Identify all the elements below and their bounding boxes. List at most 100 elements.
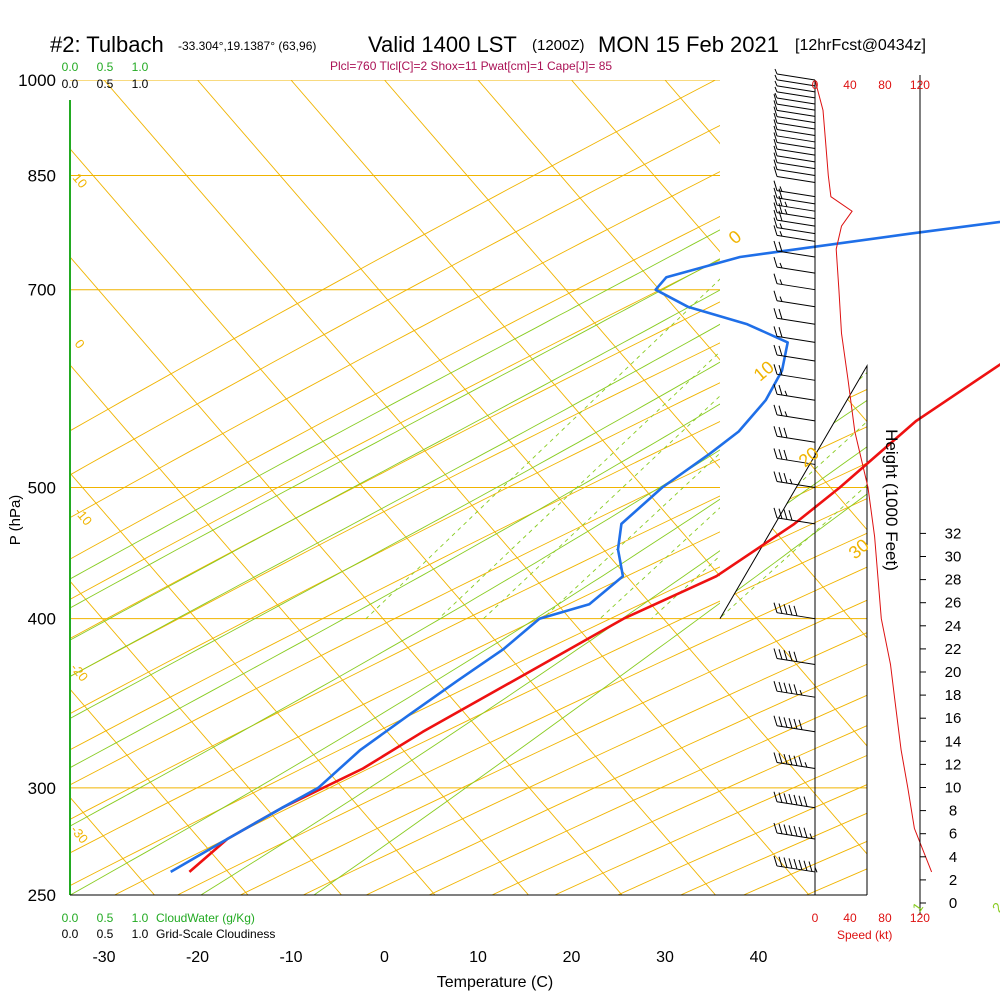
- cloud-water-scale-top: 0.5: [97, 60, 114, 74]
- wind-barb-feather: [773, 364, 778, 375]
- wind-barb-feather: [793, 755, 798, 766]
- mixing-ratio-line: [438, 80, 867, 620]
- wind-barb-staff: [776, 865, 816, 873]
- dry-adiabat-line: [303, 80, 867, 895]
- wind-barb-feather: [773, 187, 778, 199]
- speed-tick-top: 120: [910, 78, 930, 92]
- wind-barb-staff: [776, 317, 816, 325]
- wind-barb-staff: [776, 393, 816, 401]
- wind-barb: [773, 791, 816, 809]
- wind-barb: [773, 145, 816, 163]
- wind-barb-feather: [798, 859, 803, 871]
- moist-adiabat-line: [70, 80, 867, 895]
- wind-barb-half-feather: [774, 92, 778, 99]
- wind-barb-feather: [788, 683, 793, 694]
- height-tick-label: 22: [945, 641, 962, 658]
- wind-barb-half-feather: [779, 223, 783, 229]
- height-tick-label: 26: [945, 595, 962, 612]
- isotherm-line: [571, 80, 867, 895]
- wind-barb-feather: [773, 209, 778, 221]
- speed-tick-top: 80: [878, 78, 892, 92]
- wind-barb-feather: [773, 240, 778, 252]
- wind-barb-feather: [783, 717, 788, 728]
- wind-barb-feather: [788, 754, 793, 766]
- wind-barb-feather: [788, 510, 793, 521]
- wind-barb-staff: [776, 801, 816, 809]
- wind-barb-half-feather: [814, 867, 818, 873]
- height-tick-label: 12: [945, 756, 962, 773]
- wind-barb-staff: [776, 85, 816, 93]
- wind-barb-half-feather: [779, 296, 783, 302]
- wind-barb-staff: [776, 169, 816, 177]
- wind-barb-feather: [778, 603, 783, 614]
- wind-barb: [773, 195, 816, 212]
- wind-barb-feather: [783, 509, 788, 520]
- dry-adiabat-label: 10: [70, 170, 91, 191]
- speed-tick-bottom: 80: [878, 911, 892, 925]
- wind-barb-staff: [776, 219, 816, 227]
- wind-barb-staff: [776, 197, 816, 205]
- wind-barb: [773, 273, 816, 291]
- wind-barb-feather: [783, 427, 788, 438]
- wind-barb-feather: [808, 861, 813, 872]
- wind-barb-staff: [776, 354, 816, 362]
- height-tick-label: 2: [949, 872, 957, 889]
- wind-barb-feather: [778, 449, 783, 460]
- cloudiness-scale-top: 0.5: [97, 77, 114, 91]
- plot-edge-line: [719, 363, 868, 895]
- wind-barb-half-feather: [784, 411, 788, 417]
- x-tick-label: -30: [92, 949, 115, 966]
- mixing-ratio-line: [365, 80, 867, 620]
- wind-barb-half-feather: [784, 208, 788, 215]
- wind-barb-feather: [778, 681, 783, 693]
- height-tick-label: 30: [945, 549, 962, 566]
- wind-barb-feather: [778, 426, 783, 438]
- pressure-tick-label: 400: [28, 610, 56, 629]
- dry-adiabat-line: [240, 80, 867, 895]
- dry-adiabat-line: [70, 80, 867, 895]
- wind-barb: [773, 715, 816, 733]
- wind-barb-feather: [783, 753, 788, 765]
- wind-barb-half-feather: [799, 690, 803, 696]
- wind-barb-feather: [773, 94, 778, 105]
- wind-barb: [774, 92, 816, 105]
- wind-barb: [773, 152, 816, 170]
- dry-adiabat-line: [743, 80, 867, 895]
- isotherm-line: [851, 80, 867, 895]
- wind-barb-staff: [776, 162, 816, 170]
- wind-barb-feather: [773, 106, 778, 117]
- wind-barb-feather: [778, 472, 783, 483]
- mixing-ratio-line: [542, 80, 867, 620]
- dry-adiabat-line: [70, 80, 867, 895]
- wind-barb-feather: [783, 472, 788, 484]
- wind-barb-feather: [773, 145, 778, 157]
- cloudiness-scale-top: 0.0: [62, 77, 79, 91]
- wind-barb: [773, 344, 816, 362]
- wind-barb: [773, 225, 816, 242]
- pressure-tick-label: 500: [28, 479, 56, 498]
- dry-adiabat-label: 0: [72, 336, 88, 351]
- wind-barb-feather: [773, 152, 778, 163]
- wind-barb: [773, 209, 816, 227]
- wind-barb-feather: [803, 827, 808, 838]
- zulu-time: (1200Z): [532, 37, 585, 54]
- moist-adiabat-line: [70, 80, 867, 895]
- isotherm-line: [197, 80, 867, 895]
- wind-barb: [773, 112, 816, 130]
- isotherm-line: [70, 80, 716, 895]
- series-layer: [170, 220, 1000, 874]
- wind-barb-staff: [776, 612, 816, 620]
- wind-barb-feather: [778, 716, 783, 727]
- wind-barb-feather: [773, 648, 778, 659]
- grid-layer: [69, 80, 868, 896]
- x-tick-label: 10: [469, 949, 487, 966]
- wind-barb-feather: [778, 384, 783, 396]
- speed-tick-top: 0: [812, 78, 819, 92]
- wind-barb-staff: [776, 283, 816, 291]
- wind-barb-staff: [776, 91, 816, 99]
- cloudiness-scale-top: 1.0: [132, 77, 149, 91]
- wind-barb: [773, 119, 816, 136]
- wind-barb-feather: [778, 308, 783, 320]
- isotherm-line: [103, 80, 810, 895]
- wind-barb-feather: [773, 822, 778, 834]
